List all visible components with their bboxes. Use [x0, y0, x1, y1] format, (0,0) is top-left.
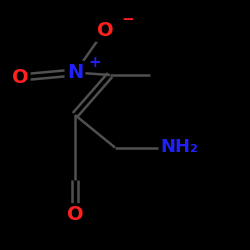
Text: O: O [67, 206, 83, 225]
Text: NH₂: NH₂ [160, 138, 198, 156]
Text: O: O [97, 20, 113, 40]
Text: N: N [67, 63, 83, 82]
Text: −: − [121, 12, 134, 28]
Text: +: + [88, 55, 102, 70]
Text: O: O [12, 68, 28, 87]
